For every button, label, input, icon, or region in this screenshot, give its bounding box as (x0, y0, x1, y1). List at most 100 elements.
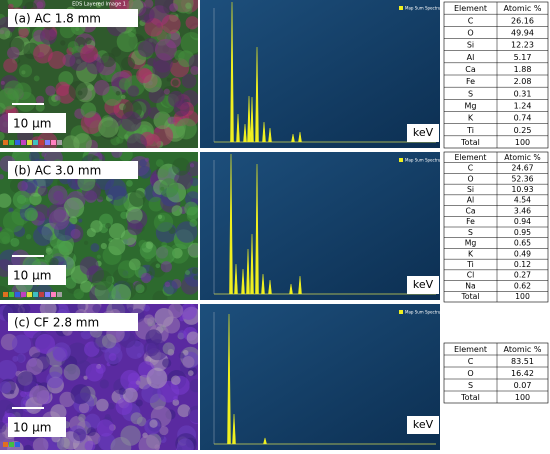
map-texture (160, 261, 172, 273)
element-swatch (57, 292, 62, 297)
map-texture (111, 283, 132, 300)
map-texture (138, 239, 148, 249)
map-texture (16, 371, 37, 392)
map-texture (33, 43, 53, 64)
table-cell: K (468, 249, 474, 258)
map-texture (73, 133, 92, 148)
map-texture (190, 66, 198, 76)
map-texture (80, 112, 103, 135)
map-texture (0, 359, 18, 381)
map-texture (25, 233, 32, 240)
map-texture (159, 178, 179, 198)
map-texture (23, 444, 33, 450)
map-texture (163, 279, 178, 295)
map-texture (166, 77, 171, 82)
map-texture (192, 267, 198, 274)
map-texture (37, 185, 48, 197)
map-texture (185, 270, 190, 276)
map-texture (120, 111, 142, 132)
axis-unit: keV (413, 278, 434, 291)
map-texture (108, 223, 126, 240)
map-texture (0, 231, 11, 245)
map-texture (130, 412, 143, 425)
table-cell: 0.49 (514, 249, 531, 258)
table-header: Atomic % (504, 4, 542, 13)
element-swatch (21, 292, 26, 297)
map-texture (33, 75, 40, 82)
table-cell: Fe (466, 217, 475, 226)
legend-swatch (399, 310, 403, 314)
element-swatch (3, 292, 8, 297)
table-cell: 3.46 (514, 206, 531, 215)
spectrum-peaks (214, 1, 436, 143)
map-texture (28, 152, 40, 162)
map-texture (100, 52, 116, 68)
map-texture (174, 50, 185, 61)
map-texture (178, 352, 185, 359)
element-swatch (15, 442, 20, 447)
map-texture (175, 221, 198, 243)
map-texture (153, 212, 174, 232)
map-texture (175, 118, 197, 140)
element-swatch (9, 140, 14, 145)
map-texture (16, 353, 26, 363)
table-cell: C (468, 164, 473, 173)
map-texture (80, 280, 93, 293)
map-texture (171, 79, 179, 87)
table-cell: Mg (465, 239, 477, 248)
map-texture (54, 95, 61, 101)
map-texture (60, 40, 66, 46)
map-texture (162, 342, 175, 355)
map-texture (138, 434, 160, 450)
scale-label: 10 µm (13, 269, 51, 283)
spectrum-background (200, 152, 440, 300)
map-texture (107, 402, 115, 410)
map-texture (143, 314, 155, 325)
table-header: Element (454, 345, 487, 354)
table-cell: Ca (465, 206, 475, 215)
table-cell: 5.17 (514, 53, 532, 62)
panel-label: (c) CF 2.8 mm (14, 316, 99, 330)
map-texture (105, 222, 112, 229)
map-texture (143, 0, 154, 9)
map-texture (155, 245, 176, 265)
map-texture (8, 3, 14, 10)
table-cell: S (468, 228, 473, 237)
element-swatch (51, 292, 56, 297)
map-texture (181, 73, 197, 89)
map-texture (92, 269, 113, 291)
map-texture (180, 304, 197, 320)
map-texture (159, 425, 169, 436)
map-texture (145, 356, 152, 363)
element-swatch (39, 292, 44, 297)
map-texture (0, 174, 4, 180)
table-cell: Ti (466, 260, 474, 269)
map-texture (85, 37, 92, 45)
table-cell: 52.36 (511, 174, 533, 183)
map-texture (162, 358, 172, 368)
table-cell: 0.31 (514, 89, 532, 98)
map-texture (84, 413, 101, 430)
table-cell: 83.51 (511, 357, 534, 366)
map-texture (45, 247, 53, 255)
map-texture (122, 387, 138, 403)
element-swatch (27, 292, 32, 297)
map-texture (135, 399, 143, 407)
spectrum-background (200, 0, 440, 148)
map-texture (83, 240, 89, 245)
map-texture (138, 165, 152, 179)
table-cell: 12.23 (511, 41, 534, 50)
map-texture (39, 27, 57, 45)
element-swatch (9, 442, 14, 447)
scale-box (8, 113, 66, 133)
map-texture (171, 375, 181, 386)
map-texture (163, 88, 170, 95)
map-texture (86, 427, 96, 437)
table-cell: 0.25 (514, 126, 532, 135)
map-texture (92, 304, 102, 313)
map-texture (155, 263, 161, 269)
map-texture (64, 277, 77, 289)
table-cell: 1.88 (514, 65, 532, 74)
table-cell: 0.07 (514, 381, 532, 390)
table-cell: Total (461, 292, 480, 301)
